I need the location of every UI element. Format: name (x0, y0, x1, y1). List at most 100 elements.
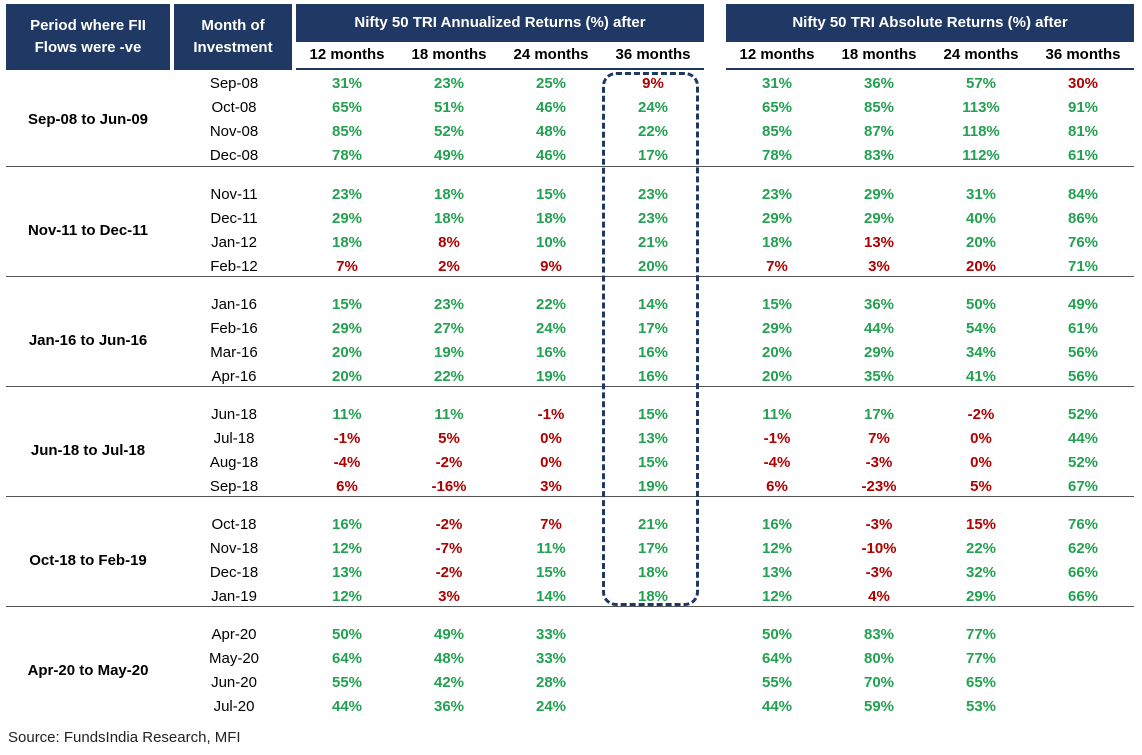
highlight-36-months-box (602, 72, 699, 606)
annualized-return-cell: 10% (535, 234, 567, 251)
annualized-return-cell: 48% (535, 123, 567, 140)
annualized-return-cell: 22% (637, 123, 669, 140)
table-row: Dec-18 13% -2% 15% 18% 13% -3% 32% 66% (6, 561, 1134, 585)
annualized-return-cell: 9% (642, 75, 664, 92)
absolute-return-cell: 5% (970, 478, 992, 495)
annualized-return-cell: 13% (637, 430, 669, 447)
subheader-cell: 18 months (411, 46, 487, 63)
absolute-return-cell: 76% (1067, 516, 1099, 533)
annualized-return-cell: 29% (331, 210, 363, 227)
absolute-return-cell: -4% (763, 454, 791, 471)
annualized-return-cell (602, 671, 704, 695)
table-row: Sep-18 6% -16% 3% 19% 6% -23% 5% 67% (6, 475, 1134, 499)
annualized-return-cell: 33% (535, 650, 567, 667)
absolute-return-cell: 78% (761, 147, 793, 164)
period-label: Apr-20 to May-20 (27, 662, 149, 679)
absolute-return-cell: 66% (1067, 564, 1099, 581)
annualized-return-cell: 17% (637, 147, 669, 164)
absolute-return-cell: 4% (868, 588, 890, 605)
annualized-return-cell: 18% (637, 564, 669, 581)
absolute-return-cell: 15% (965, 516, 997, 533)
absolute-return-cell: 44% (761, 698, 793, 715)
annualized-return-cell: 21% (637, 516, 669, 533)
absolute-return-cell: 41% (965, 368, 997, 385)
table-row: Aug-18 -4% -2% 0% 15% -4% -3% 0% 52% (6, 451, 1134, 475)
annualized-return-cell: 15% (637, 406, 669, 423)
annualized-return-cell: -7% (435, 540, 463, 557)
annualized-return-cell: 49% (433, 147, 465, 164)
absolute-return-cell: 6% (766, 478, 788, 495)
absolute-return-cell: 29% (761, 320, 793, 337)
subheader-cell: 12 months (309, 46, 385, 63)
absolute-return-cell: 49% (1067, 296, 1099, 313)
annualized-return-cell: 21% (637, 234, 669, 251)
table-row: Apr-16 20% 22% 19% 16% 20% 35% 41% 56% (6, 365, 1134, 389)
annualized-return-cell: 17% (637, 320, 669, 337)
month-cell: Jun-18 (211, 406, 257, 423)
annualized-return-cell: 16% (637, 344, 669, 361)
absolute-return-cell: 17% (863, 406, 895, 423)
absolute-return-cell: 31% (761, 75, 793, 92)
annualized-return-cell: 50% (331, 626, 363, 643)
month-cell: Jun-20 (211, 674, 257, 691)
period-group: Oct-18 to Feb-19 Oct-18 16% -2% 7% 21% 16% -3% 1… (6, 496, 1134, 606)
absolute-return-cell: 83% (863, 626, 895, 643)
source-note: Source: FundsIndia Research, MFI (8, 729, 241, 746)
month-cell: Mar-16 (210, 344, 258, 361)
annualized-return-cell: 19% (535, 368, 567, 385)
absolute-return-cell: 32% (965, 564, 997, 581)
absolute-return-cell: 23% (761, 186, 793, 203)
month-header-label: Month of Investment (193, 17, 273, 56)
annualized-return-cell: 52% (433, 123, 465, 140)
absolute-header-label: Nifty 50 TRI Absolute Returns (%) after (792, 14, 1068, 31)
annualized-return-cell (602, 647, 704, 671)
table-row: Jun-18 11% 11% -1% 15% 11% 17% -2% 52% (6, 403, 1134, 427)
annualized-return-cell: 36% (433, 698, 465, 715)
absolute-return-cell: 80% (863, 650, 895, 667)
absolute-return-cell: 61% (1067, 147, 1099, 164)
annualized-return-cell: 2% (438, 258, 460, 275)
absolute-return-cell: 76% (1067, 234, 1099, 251)
month-cell: Nov-08 (209, 123, 259, 140)
table-row: Apr-20 50% 49% 33% 50% 83% 77% (6, 623, 1134, 647)
table-row: Dec-11 29% 18% 18% 23% 29% 29% 40% 86% (6, 207, 1134, 231)
annualized-return-cell: 31% (331, 75, 363, 92)
month-cell: Jul-18 (213, 430, 255, 447)
annualized-return-cell (602, 695, 704, 719)
annualized-return-cell: 7% (336, 258, 358, 275)
annualized-return-cell: 25% (535, 75, 567, 92)
annualized-subheader-row: 12 months 18 months 24 months 36 months (296, 42, 704, 70)
absolute-return-cell: 62% (1067, 540, 1099, 557)
annualized-header: Nifty 50 TRI Annualized Returns (%) afte… (296, 4, 704, 42)
annualized-return-cell: 24% (637, 99, 669, 116)
absolute-return-cell: -10% (861, 540, 897, 557)
annualized-return-cell: 16% (535, 344, 567, 361)
absolute-return-cell: -3% (865, 516, 893, 533)
absolute-return-cell: 83% (863, 147, 895, 164)
period-group: Jun-18 to Jul-18 Jun-18 11% 11% -1% 15% 11% 17%… (6, 386, 1134, 496)
absolute-return-cell: 40% (965, 210, 997, 227)
annualized-return-cell: 6% (336, 478, 358, 495)
month-cell: Jan-19 (211, 588, 257, 605)
absolute-return-cell: 67% (1067, 478, 1099, 495)
annualized-return-cell: 11% (434, 406, 464, 423)
annualized-return-cell: -4% (333, 454, 361, 471)
absolute-return-cell: 64% (761, 650, 793, 667)
annualized-return-cell: 23% (433, 75, 465, 92)
table-row: Nov-18 12% -7% 11% 17% 12% -10% 22% 62% (6, 537, 1134, 561)
annualized-return-cell: 0% (540, 454, 562, 471)
annualized-return-cell: 27% (433, 320, 465, 337)
annualized-return-cell: 15% (535, 564, 567, 581)
table-row: Oct-18 16% -2% 7% 21% 16% -3% 15% 76% (6, 513, 1134, 537)
month-cell: Feb-12 (210, 258, 258, 275)
table-row: Nov-08 85% 52% 48% 22% 85% 87% 118% 81% (6, 120, 1134, 144)
annualized-return-cell: 14% (637, 296, 669, 313)
absolute-return-cell: 30% (1067, 75, 1099, 92)
absolute-return-cell: 112% (962, 147, 1000, 164)
absolute-return-cell (1032, 623, 1134, 647)
month-cell: Dec-11 (210, 210, 258, 227)
annualized-return-cell: 15% (331, 296, 363, 313)
annualized-header-label: Nifty 50 TRI Annualized Returns (%) afte… (354, 14, 646, 31)
month-cell: Apr-16 (211, 368, 257, 385)
absolute-return-cell: 7% (766, 258, 788, 275)
